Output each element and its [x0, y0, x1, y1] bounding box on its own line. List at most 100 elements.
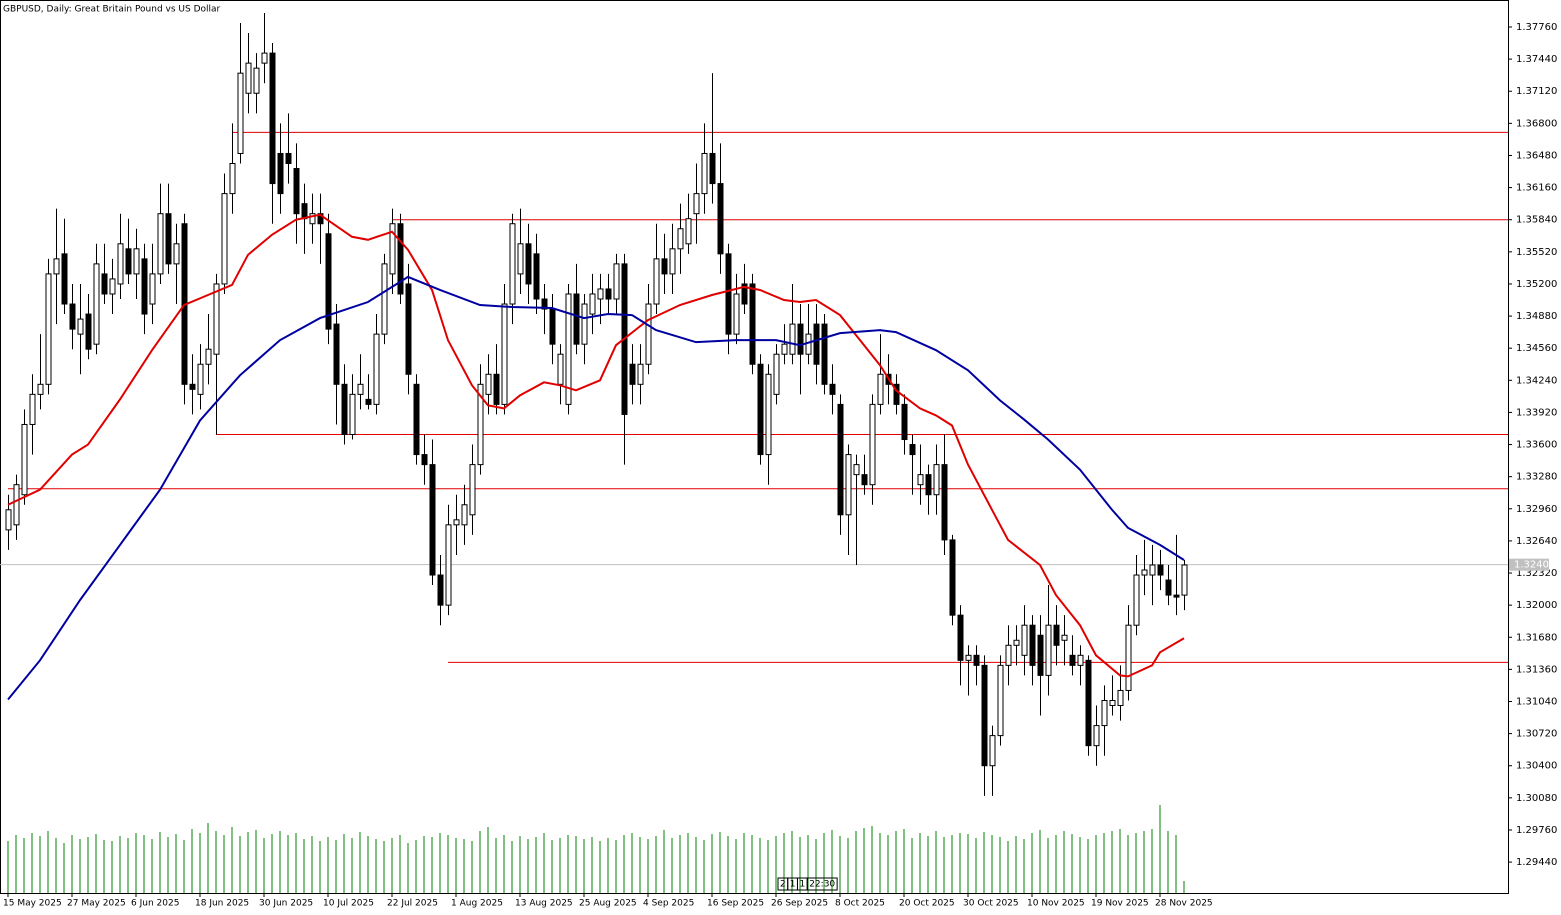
candle-body [989, 735, 996, 767]
candle-body [397, 223, 404, 295]
candle-body [861, 474, 868, 486]
x-tick-label: 10 Nov 2025 [1027, 899, 1085, 909]
x-tick-label: 18 Jun 2025 [195, 899, 249, 909]
candle-body [589, 293, 596, 315]
candle-body [1013, 639, 1020, 646]
candle-body [445, 524, 452, 606]
candle-body [701, 152, 708, 195]
y-tick-label: 1.36800 [1516, 118, 1557, 129]
candle-body [237, 72, 244, 154]
x-tick-label: 30 Oct 2025 [963, 899, 1019, 909]
candle-body [925, 474, 932, 496]
x-tick-label: 27 May 2025 [67, 899, 126, 909]
candle-body [293, 168, 300, 215]
time-box: 1 [790, 880, 796, 890]
last-price-tag [1509, 558, 1549, 571]
candle-body [381, 263, 388, 335]
time-box: 22:30 [809, 880, 835, 890]
candle-body [717, 183, 724, 255]
y-tick-label: 1.33600 [1516, 440, 1557, 451]
candle-body [285, 152, 292, 165]
time-box: 1 [799, 880, 805, 890]
x-tick-label: 4 Sep 2025 [643, 899, 694, 909]
x-tick-label: 16 Sep 2025 [707, 899, 764, 909]
y-tick-label: 1.30720 [1516, 729, 1557, 740]
candle-body [485, 373, 492, 395]
candle-body [1069, 654, 1076, 666]
candle-body [101, 273, 108, 295]
candle-body [501, 303, 508, 405]
last-price-label: 1.32403 [1514, 560, 1555, 571]
candle-body [37, 383, 44, 395]
candle-body [1005, 644, 1012, 666]
candle-body [469, 464, 476, 516]
candle-body [405, 283, 412, 375]
candle-body [205, 348, 212, 365]
candle-body [901, 403, 908, 441]
x-tick-label: 20 Oct 2025 [899, 899, 955, 909]
candle-body [173, 243, 180, 265]
candle-body [1061, 634, 1068, 641]
candle-body [797, 323, 804, 355]
candle-body [229, 163, 236, 195]
candle-body [109, 278, 116, 295]
candle-body [349, 393, 356, 436]
y-tick-label: 1.34560 [1516, 343, 1557, 354]
candle-body [557, 353, 564, 385]
candle-body [661, 258, 668, 275]
candle-body [69, 303, 76, 330]
candle-body [981, 664, 988, 767]
candle-body [781, 343, 788, 355]
candle-body [941, 464, 948, 541]
candle-body [965, 654, 972, 661]
candle-body [669, 248, 676, 275]
candle-body [93, 263, 100, 345]
y-tick-label: 1.34880 [1516, 311, 1557, 322]
candle-body [821, 323, 828, 385]
candle-body [77, 318, 84, 335]
candle-body [845, 454, 852, 516]
candle-body [1181, 564, 1188, 596]
candle-body [149, 273, 156, 305]
candle-body [461, 504, 468, 526]
candle-body [341, 383, 348, 436]
candle-body [317, 213, 324, 225]
candle-body [597, 288, 604, 300]
candle-body [1085, 659, 1092, 747]
y-tick-label: 1.33920 [1516, 407, 1557, 418]
candle-body [957, 614, 964, 661]
candle-body [877, 373, 884, 405]
y-tick-label: 1.30080 [1516, 793, 1557, 804]
candle-body [517, 243, 524, 275]
y-tick-label: 1.35200 [1516, 279, 1557, 290]
candle-body [837, 403, 844, 516]
candle-body [1165, 579, 1172, 596]
candle-body [1021, 624, 1028, 656]
x-tick-label: 15 May 2025 [3, 899, 62, 909]
candle-body [429, 464, 436, 576]
y-tick-label: 1.31040 [1516, 696, 1557, 707]
y-tick-label: 1.36160 [1516, 183, 1557, 194]
candle-body [1125, 624, 1132, 691]
candle-body [1133, 574, 1140, 626]
x-tick-label: 26 Sep 2025 [771, 899, 828, 909]
candle-body [813, 323, 820, 365]
candle-body [1053, 624, 1060, 646]
time-box: 2 [780, 880, 786, 890]
candle-body [213, 283, 220, 355]
x-tick-label: 22 Jul 2025 [387, 899, 438, 909]
candle-body [325, 233, 332, 330]
candle-body [133, 248, 140, 275]
candle-body [157, 213, 164, 275]
candle-body [13, 484, 20, 526]
candle-body [685, 218, 692, 245]
candle-body [917, 474, 924, 486]
x-tick-label: 19 Nov 2025 [1091, 899, 1149, 909]
candle-body [765, 373, 772, 456]
candle-body [1093, 725, 1100, 747]
candle-body [709, 152, 716, 185]
candle-body [949, 539, 956, 616]
y-tick-label: 1.34240 [1516, 375, 1557, 386]
candle-body [373, 333, 380, 405]
